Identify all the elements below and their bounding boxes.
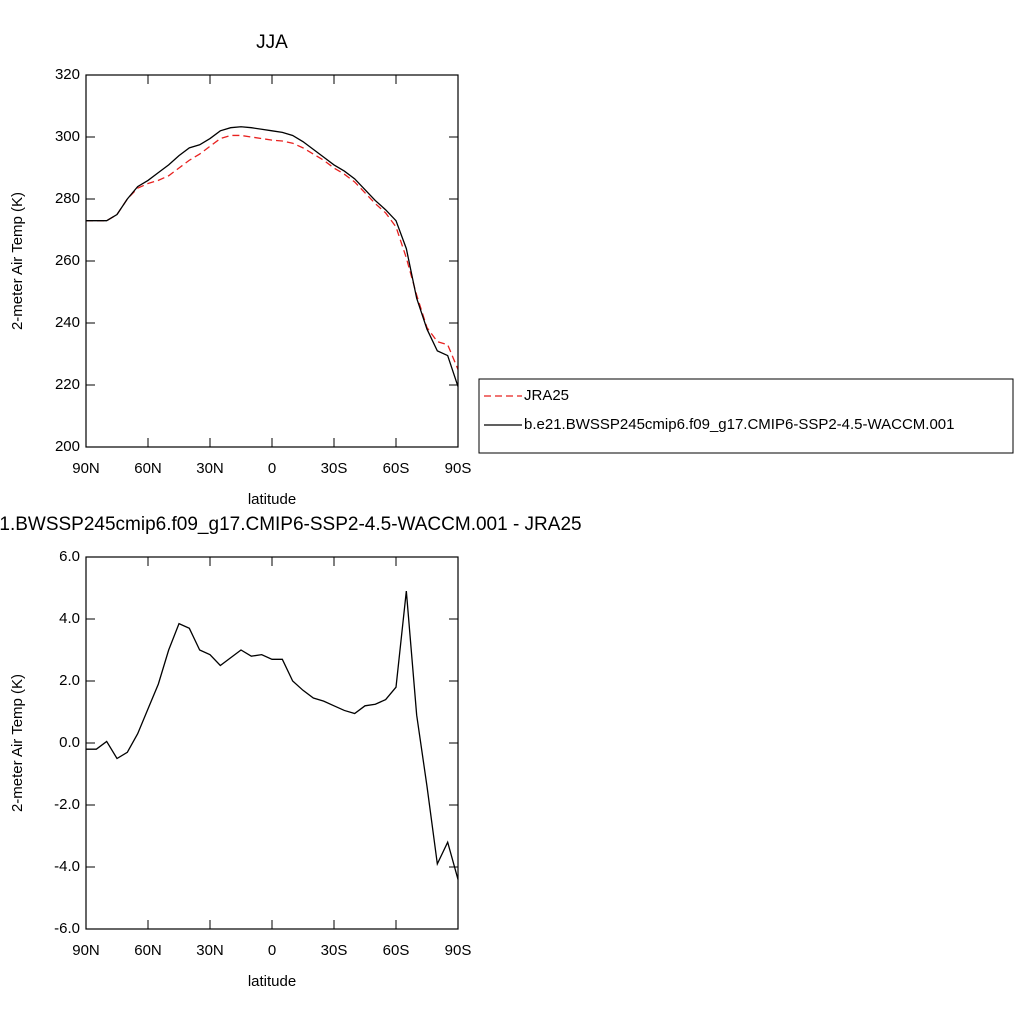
y-tick-label: 6.0 (59, 548, 80, 565)
x-tick-label: 30N (196, 942, 224, 959)
y-tick-label: 220 (55, 376, 80, 393)
y-tick-label: 2.0 (59, 672, 80, 689)
legend-label: JRA25 (524, 387, 569, 404)
plot-frame (85, 556, 459, 930)
x-tick-label: 60N (134, 460, 162, 477)
y-tick-label: 200 (55, 438, 80, 455)
x-tick-label: 30S (321, 460, 348, 477)
chart-title: JJA (256, 32, 288, 53)
y-tick-label: 240 (55, 314, 80, 331)
x-tick-label: 60S (383, 460, 410, 477)
y-tick-label: 320 (55, 66, 80, 83)
x-tick-label: 90N (72, 460, 100, 477)
x-tick-label: 60N (134, 942, 162, 959)
y-tick-label: 260 (55, 252, 80, 269)
y-tick-label: -2.0 (54, 796, 80, 813)
y-tick-label: 300 (55, 128, 80, 145)
y-tick-label: -6.0 (54, 920, 80, 937)
x-axis-label: latitude (248, 491, 296, 508)
y-tick-label: -4.0 (54, 858, 80, 875)
y-tick-label: 280 (55, 190, 80, 207)
y-tick-label: 4.0 (59, 610, 80, 627)
series-line (86, 126, 459, 387)
chart-title: b.e21.BWSSP245cmip6.f09_g17.CMIP6-SSP2-4… (0, 514, 582, 535)
x-tick-label: 60S (383, 942, 410, 959)
plot-frame (85, 74, 459, 448)
legend-label: b.e21.BWSSP245cmip6.f09_g17.CMIP6-SSP2-4… (524, 416, 954, 433)
x-tick-label: 0 (268, 942, 276, 959)
x-axis-label: latitude (248, 973, 296, 990)
series-line (86, 134, 459, 370)
x-tick-label: 30S (321, 942, 348, 959)
x-tick-label: 30N (196, 460, 224, 477)
series-line (86, 591, 459, 880)
legend-box (478, 378, 1014, 454)
y-axis-label: 2-meter Air Temp (K) (9, 674, 26, 812)
x-tick-label: 90S (445, 942, 472, 959)
y-axis-label: 2-meter Air Temp (K) (9, 192, 26, 330)
x-tick-label: 90N (72, 942, 100, 959)
x-tick-label: 0 (268, 460, 276, 477)
y-tick-label: 0.0 (59, 734, 80, 751)
x-tick-label: 90S (445, 460, 472, 477)
